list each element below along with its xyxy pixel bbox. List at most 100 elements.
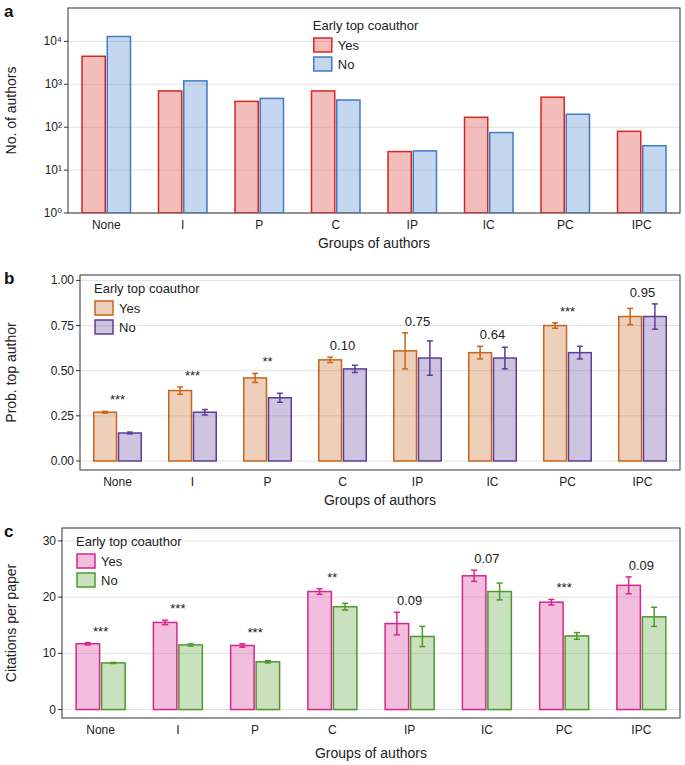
- marks: [94, 304, 667, 461]
- bar: [569, 353, 592, 461]
- error-cap: [342, 609, 348, 611]
- x-axis-label: Groups of authors: [324, 492, 436, 508]
- y-tick: [58, 540, 62, 541]
- grid-line: [68, 41, 680, 42]
- annotation: ***: [185, 368, 200, 383]
- error-bar: [162, 620, 168, 624]
- error-cap: [342, 603, 348, 605]
- x-tick-label: C: [338, 475, 347, 489]
- error-cap: [202, 409, 208, 411]
- bar: [619, 317, 642, 461]
- annotation: 0.10: [330, 338, 355, 353]
- error-cap: [188, 645, 194, 647]
- x-tick-label: IPC: [632, 475, 652, 489]
- error-cap: [477, 346, 483, 348]
- y-tick-label: 10²: [45, 120, 62, 134]
- error-cap: [626, 593, 632, 595]
- error-cap: [102, 412, 108, 414]
- error-cap: [419, 646, 425, 648]
- y-tick-label: 0.25: [51, 409, 75, 423]
- x-tick-label: P: [263, 475, 271, 489]
- y-tick: [64, 213, 68, 214]
- error-stem: [499, 583, 501, 600]
- error-cap: [277, 393, 283, 395]
- error-cap: [327, 362, 333, 364]
- plot-frame: [68, 8, 680, 213]
- x-tick-label: None: [92, 218, 121, 232]
- y-tick: [76, 280, 80, 281]
- error-bar: [471, 570, 477, 581]
- error-cap: [162, 619, 168, 621]
- legend: Early top coauthorYesNo: [313, 18, 419, 72]
- x-tick-label: P: [255, 218, 263, 232]
- legend-label: Yes: [119, 301, 141, 316]
- y-tick-label: 10: [43, 646, 57, 660]
- legend-label: No: [119, 320, 136, 335]
- error-cap: [552, 322, 558, 324]
- bar: [235, 101, 258, 213]
- x-tick-label: IPC: [631, 723, 651, 737]
- error-cap: [627, 324, 633, 326]
- bar: [107, 36, 130, 213]
- legend-swatch: [77, 554, 95, 568]
- error-cap: [265, 662, 271, 664]
- error-bar: [85, 643, 91, 645]
- bar: [465, 117, 488, 213]
- y-tick: [58, 653, 62, 654]
- error-stem: [396, 612, 398, 634]
- error-cap: [277, 402, 283, 404]
- error-cap: [497, 599, 503, 601]
- bar: [617, 585, 640, 709]
- error-cap: [419, 626, 425, 628]
- error-stem: [204, 410, 206, 415]
- x-tick-label: C: [328, 723, 337, 737]
- error-cap: [352, 372, 358, 374]
- bar: [179, 645, 202, 710]
- error-bar: [577, 346, 583, 359]
- bar: [231, 645, 254, 709]
- error-stem: [429, 341, 431, 375]
- error-cap: [162, 624, 168, 626]
- error-stem: [354, 365, 356, 372]
- bar: [337, 100, 360, 213]
- error-bar: [574, 633, 580, 640]
- error-bar: [277, 393, 283, 402]
- y-tick: [58, 709, 62, 710]
- bar: [319, 360, 342, 461]
- error-cap: [202, 414, 208, 416]
- figure: 10⁰10¹10²10³10⁴NoneIPCIPICPCIPCEarly top…: [0, 0, 685, 765]
- x-axis-label: Groups of authors: [315, 745, 427, 761]
- error-bar: [497, 583, 503, 600]
- error-stem: [551, 599, 553, 605]
- error-stem: [344, 603, 346, 610]
- panel-letter: c: [4, 522, 13, 541]
- y-tick-label: 0.50: [51, 364, 75, 378]
- error-stem: [329, 357, 331, 362]
- error-stem: [628, 577, 630, 594]
- background: [0, 0, 685, 765]
- y-tick-label: 10¹: [45, 163, 62, 177]
- bar: [308, 592, 331, 710]
- error-stem: [254, 373, 256, 382]
- bar: [494, 358, 517, 461]
- x-tick-label: PC: [559, 475, 576, 489]
- annotation: **: [327, 570, 337, 585]
- y-tick-label: 0: [49, 703, 56, 717]
- bar: [488, 592, 511, 710]
- error-cap: [427, 374, 433, 376]
- error-bar: [239, 644, 245, 647]
- error-stem: [479, 346, 481, 359]
- error-stem: [319, 589, 321, 595]
- plot-frame: [80, 275, 680, 470]
- error-cap: [574, 632, 580, 634]
- annotation: 0.07: [474, 551, 499, 566]
- error-bar: [394, 612, 400, 634]
- error-cap: [110, 663, 116, 665]
- x-tick-label: IP: [404, 723, 415, 737]
- error-cap: [626, 576, 632, 578]
- annotation: **: [262, 354, 272, 369]
- y-tick: [76, 325, 80, 326]
- error-bar: [352, 365, 358, 372]
- y-tick-label: 10⁴: [43, 34, 62, 48]
- annotation: ***: [560, 304, 575, 319]
